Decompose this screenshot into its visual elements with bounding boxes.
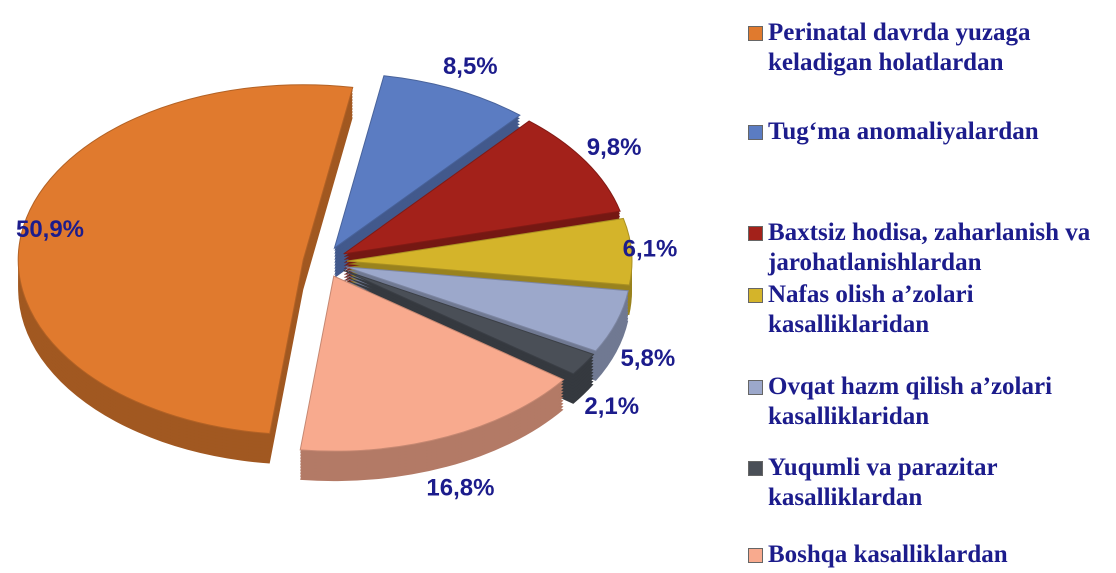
legend-swatch xyxy=(748,226,763,241)
legend-label: Ovqat hazm qilish a’zolari kasalliklarid… xyxy=(768,373,1053,430)
legend-entry: Nafas olish a’zolari kasalliklaridan xyxy=(748,280,1108,340)
legend-label: Tug‘ma anomaliyalardan xyxy=(768,118,1039,145)
legend-entry: Boshqa kasalliklardan xyxy=(748,540,1108,570)
slice xyxy=(17,84,354,435)
data-label: 8,5% xyxy=(443,53,498,80)
chart: 8,5% 9,8% 6,1% 5,8% 2,1% 16,8% 50,9% xyxy=(16,53,678,502)
legend-swatch xyxy=(748,548,763,563)
legend-entry: Yuqumli va parazitar kasalliklardan xyxy=(748,453,1108,513)
data-label: 5,8% xyxy=(620,345,675,372)
legend-entry: Ovqat hazm qilish a’zolari kasalliklarid… xyxy=(748,372,1108,432)
legend-label: Boshqa kasalliklardan xyxy=(768,541,1008,568)
legend-entry: Tug‘ma anomaliyalardan xyxy=(748,117,1108,147)
slice xyxy=(345,266,629,352)
legend-entry: Perinatal davrda yuzaga keladigan holatl… xyxy=(748,18,1108,78)
slice xyxy=(343,269,595,375)
legend-label: Nafas olish a’zolari kasalliklaridan xyxy=(768,281,974,338)
slice xyxy=(346,217,633,286)
legend-label: Perinatal davrda yuzaga keladigan holatl… xyxy=(768,19,1031,76)
slice xyxy=(299,275,565,452)
data-label: 16,8% xyxy=(426,475,494,502)
legend-swatch xyxy=(748,125,763,140)
legend-swatch xyxy=(748,380,763,395)
legend-swatch xyxy=(748,288,763,303)
legend-label: Baxtsiz hodisa, zaharlanish va jarohatla… xyxy=(768,219,1091,276)
legend-entry: Baxtsiz hodisa, zaharlanish va jarohatla… xyxy=(748,218,1108,278)
data-label: 2,1% xyxy=(584,393,639,420)
slice xyxy=(333,75,521,250)
legend-swatch xyxy=(748,461,763,476)
data-label: 50,9% xyxy=(16,216,84,243)
legend-swatch xyxy=(748,26,763,41)
data-label: 9,8% xyxy=(587,134,642,161)
legend-label: Yuqumli va parazitar kasalliklardan xyxy=(768,454,998,511)
slice xyxy=(343,120,621,255)
data-label: 6,1% xyxy=(623,236,678,263)
